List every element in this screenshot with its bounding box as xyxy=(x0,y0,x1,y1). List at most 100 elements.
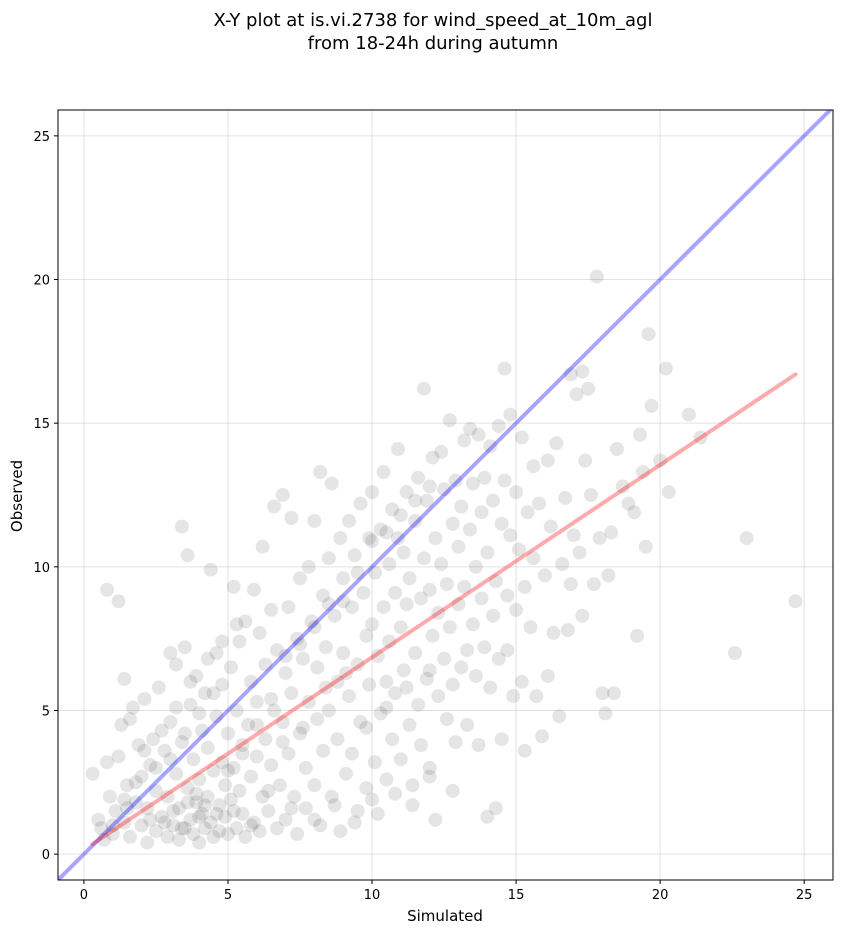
scatter-point xyxy=(264,602,279,617)
scatter-point xyxy=(494,516,509,531)
scatter-point xyxy=(388,786,403,801)
scatter-point xyxy=(163,752,178,767)
scatter-point xyxy=(445,516,460,531)
scatter-point xyxy=(540,453,555,468)
scatter-point xyxy=(316,588,331,603)
scatter-point xyxy=(163,646,178,660)
scatter-point xyxy=(615,479,630,494)
scatter-point xyxy=(419,671,434,686)
y-axis-label: Observed xyxy=(8,460,26,532)
scatter-point xyxy=(221,827,235,841)
scatter-point xyxy=(146,732,161,747)
scatter-point xyxy=(180,795,195,810)
scatter-point xyxy=(537,568,552,583)
x-tick-label: 15 xyxy=(508,888,525,903)
scatter-point xyxy=(414,738,428,752)
scatter-point xyxy=(143,758,158,773)
scatter-point xyxy=(566,528,581,543)
scatter-point xyxy=(160,789,175,804)
scatter-point xyxy=(503,528,518,543)
scatter-point xyxy=(393,508,408,523)
scatter-point xyxy=(330,732,345,747)
scatter-point xyxy=(177,821,192,836)
scatter-point xyxy=(342,513,356,528)
scatter-point xyxy=(339,666,354,681)
scatter-point xyxy=(336,646,351,660)
scatter-point xyxy=(180,548,195,563)
scatter-point xyxy=(128,795,143,810)
scatter-point xyxy=(206,829,221,844)
scatter-point xyxy=(209,709,224,724)
scatter-point xyxy=(275,735,290,750)
scatter-point xyxy=(644,398,659,413)
scatter-point xyxy=(359,720,374,735)
scatter-point xyxy=(373,522,388,537)
scatter-point xyxy=(307,778,322,793)
scatter-point xyxy=(203,815,218,830)
reference-lines xyxy=(58,110,833,880)
scatter-point xyxy=(154,809,169,824)
scatter-point xyxy=(370,648,385,663)
scatter-point xyxy=(221,763,235,778)
scatter-point xyxy=(293,637,307,652)
scatter-point xyxy=(140,835,155,850)
scatter-point xyxy=(422,760,437,775)
scatter-point xyxy=(307,513,322,528)
scatter-point xyxy=(143,812,158,827)
x-axis-ticks: 0 5 10 15 20 25 xyxy=(80,880,812,903)
scatter-point xyxy=(105,818,120,833)
scatter-point xyxy=(172,832,186,847)
scatter-point xyxy=(399,485,414,500)
scatter-point xyxy=(298,801,313,816)
x-tick-label: 10 xyxy=(364,888,381,903)
scatter-point xyxy=(215,755,230,770)
scatter-point xyxy=(356,585,371,600)
scatter-point xyxy=(391,442,405,456)
scatter-point xyxy=(393,620,408,635)
scatter-point xyxy=(463,522,477,537)
scatter-point xyxy=(169,766,184,781)
scatter-point xyxy=(578,453,593,468)
scatter-point xyxy=(149,760,163,775)
scatter-point xyxy=(120,778,135,793)
scatter-point xyxy=(365,792,379,807)
scatter-point xyxy=(402,571,417,586)
scatter-point xyxy=(546,625,561,640)
scatter-point xyxy=(555,557,570,571)
identity-line xyxy=(58,110,833,880)
scatter-point xyxy=(252,625,267,640)
scatter-point xyxy=(353,496,368,511)
scatter-point xyxy=(284,686,299,701)
scatter-point xyxy=(569,387,584,402)
scatter-point xyxy=(388,585,403,600)
scatter-point xyxy=(399,597,414,612)
scatter-point xyxy=(221,726,235,741)
scatter-point xyxy=(350,565,365,580)
scatter-point xyxy=(526,551,541,566)
scatter-point xyxy=(189,786,204,801)
scatter-point xyxy=(278,666,293,681)
scatter-point xyxy=(120,801,135,816)
scatter-point xyxy=(483,680,498,695)
scatter-point xyxy=(197,686,212,701)
scatter-point xyxy=(195,723,210,738)
scatter-point xyxy=(382,634,397,649)
scatter-point xyxy=(267,499,282,514)
scatter-point xyxy=(457,433,472,448)
scatter-point xyxy=(290,827,305,841)
scatter-point xyxy=(166,804,181,818)
scatter-point xyxy=(388,686,403,701)
scatter-point xyxy=(192,772,207,787)
y-tick-label: 25 xyxy=(33,130,50,145)
scatter-point xyxy=(365,485,379,500)
scatter-point xyxy=(324,789,339,804)
scatter-point xyxy=(316,743,331,758)
scatter-point xyxy=(318,680,333,695)
scatter-point xyxy=(431,689,446,704)
scatter-point xyxy=(336,571,351,586)
scatter-point xyxy=(592,531,607,546)
scatter-point xyxy=(382,557,397,571)
scatter-point xyxy=(206,763,221,778)
scatter-point xyxy=(117,671,132,686)
scatter-point xyxy=(362,531,377,546)
